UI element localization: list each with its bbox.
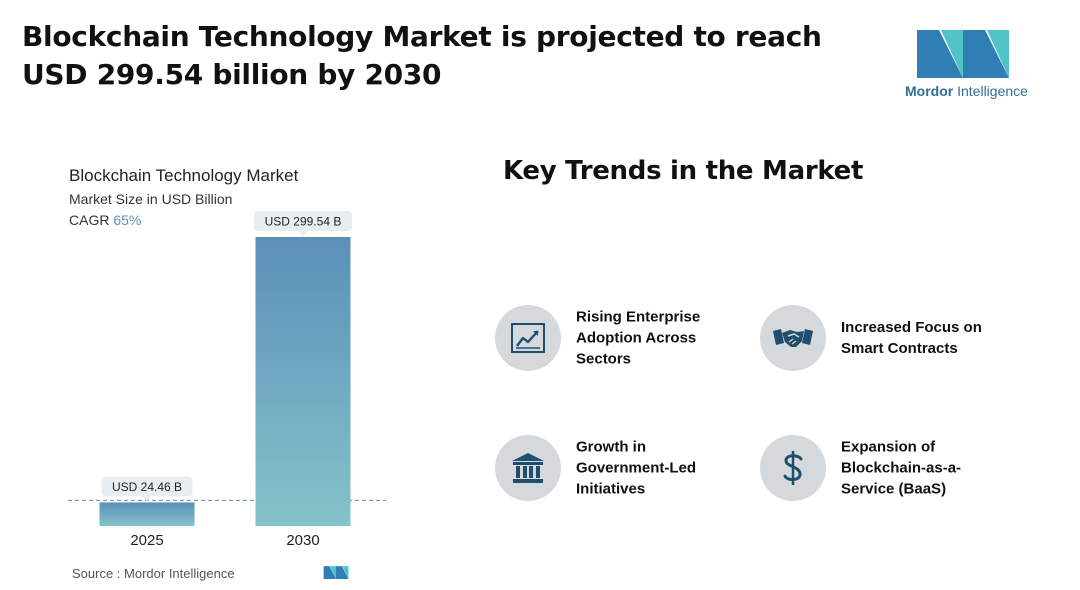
dollar-sign-icon xyxy=(783,451,803,485)
data-label: USD 24.46 B xyxy=(112,480,182,494)
source-note: Source : Mordor Intelligence xyxy=(72,566,235,581)
trend-smart-contracts: Increased Focus on Smart Contracts xyxy=(760,305,1020,371)
brand-name: Mordor Intelligence xyxy=(905,83,1028,99)
trend-baas-expansion: Expansion of Blockchain-as-a-Service (Ba… xyxy=(760,435,1020,501)
trend-label: Growth in Government-Led Initiatives xyxy=(576,438,697,498)
trend-icon-circle xyxy=(495,435,561,501)
cagr-label: CAGR xyxy=(69,212,110,228)
trend-icon-circle xyxy=(760,435,826,501)
trend-label: Increased Focus on Smart Contracts xyxy=(841,319,982,357)
bar-2025 xyxy=(99,502,195,526)
mordor-intelligence-logo: Mordor Intelligence xyxy=(905,26,1030,102)
bar-chart: USD 24.46 B 2025 USD 299.54 B 2030 xyxy=(68,211,386,549)
mini-logo-icon xyxy=(323,566,349,579)
chart-title: Blockchain Technology Market xyxy=(69,166,299,185)
trend-icon-circle xyxy=(760,305,826,371)
trend-icon-circle xyxy=(495,305,561,371)
trend-enterprise-adoption: Rising Enterprise Adoption Across Sector… xyxy=(495,305,735,371)
cagr-text: CAGR 65% xyxy=(69,212,141,228)
trend-label: Rising Enterprise Adoption Across Sector… xyxy=(576,308,701,368)
x-tick-label: 2025 xyxy=(130,532,163,549)
government-building-icon xyxy=(512,453,544,483)
data-label-bg xyxy=(254,211,352,231)
data-label-pointer xyxy=(298,231,308,236)
line-chart-icon xyxy=(511,323,545,353)
data-label-pointer xyxy=(142,496,152,502)
x-tick-label: 2030 xyxy=(286,532,319,549)
bar-chart-panel: USD 24.46 B 2025 USD 299.54 B 2030 Blockcha… xyxy=(60,160,400,590)
cagr-value: 65% xyxy=(113,212,142,228)
logo-mark-icon xyxy=(917,30,1009,78)
data-label-bg xyxy=(101,476,193,497)
bar-2030 xyxy=(255,237,351,526)
page-title: Blockchain Technology Market is projecte… xyxy=(22,20,822,91)
trend-label: Expansion of Blockchain-as-a-Service (Ba… xyxy=(841,438,962,498)
data-label: USD 299.54 B xyxy=(265,215,342,229)
key-trends-title: Key Trends in the Market xyxy=(503,156,864,186)
trend-government-initiatives: Growth in Government-Led Initiatives xyxy=(495,435,735,501)
handshake-icon xyxy=(773,329,813,347)
chart-subtitle: Market Size in USD Billion xyxy=(69,191,233,207)
